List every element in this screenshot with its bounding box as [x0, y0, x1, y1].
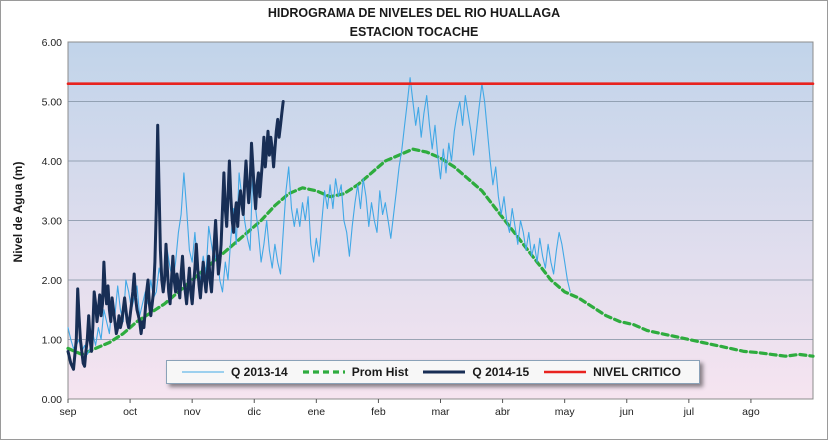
series-line-prom-hist — [66, 147, 815, 358]
legend-swatch — [423, 370, 466, 374]
x-tick-label: may — [555, 406, 576, 418]
legend-item: Q 2013-14 — [181, 365, 288, 379]
x-tick-label: jul — [683, 406, 695, 418]
legend-label: Prom Hist — [351, 365, 409, 379]
legend-label: Q 2014-15 — [472, 365, 530, 379]
chart-legend: Q 2013-14 Prom Hist Q 2014-15 NIVEL CRITICO — [166, 360, 700, 384]
chart-subtitle: ESTACION TOCACHE — [349, 25, 479, 39]
x-tick-label: ago — [742, 406, 760, 418]
legend-item: NIVEL CRITICO — [543, 365, 681, 379]
x-tick-label: jun — [619, 406, 634, 418]
y-tick-label: 2.00 — [42, 275, 63, 287]
y-tick-label: 1.00 — [42, 335, 63, 347]
x-tick-label: abr — [495, 406, 511, 418]
legend-label: NIVEL CRITICO — [593, 365, 681, 379]
series-line-q-2013-14 — [67, 77, 571, 355]
legend-item: Prom Hist — [302, 365, 409, 379]
y-tick-label: 4.00 — [42, 156, 63, 168]
legend-swatch — [182, 371, 224, 373]
legend-swatch — [302, 370, 345, 374]
legend-item: Q 2014-15 — [422, 365, 529, 379]
x-tick-label: mar — [431, 406, 450, 418]
x-tick-label: feb — [371, 406, 386, 418]
x-tick-label: sep — [60, 406, 77, 418]
y-tick-label: 6.00 — [42, 37, 63, 49]
legend-swatch — [544, 370, 587, 374]
y-tick-label: 5.00 — [42, 97, 63, 109]
x-tick-label: nov — [184, 406, 202, 418]
legend-label: Q 2013-14 — [231, 365, 288, 379]
chart-title: HIDROGRAMA DE NIVELES DEL RIO HUALLAGA — [267, 6, 561, 20]
y-tick-label: 3.00 — [42, 216, 63, 228]
x-tick-label: oct — [123, 406, 137, 418]
series-line-q-2014-15 — [66, 100, 285, 371]
x-tick-label: dic — [248, 406, 261, 418]
y-tick-label: 0.00 — [42, 394, 63, 406]
x-tick-label: ene — [308, 406, 326, 418]
